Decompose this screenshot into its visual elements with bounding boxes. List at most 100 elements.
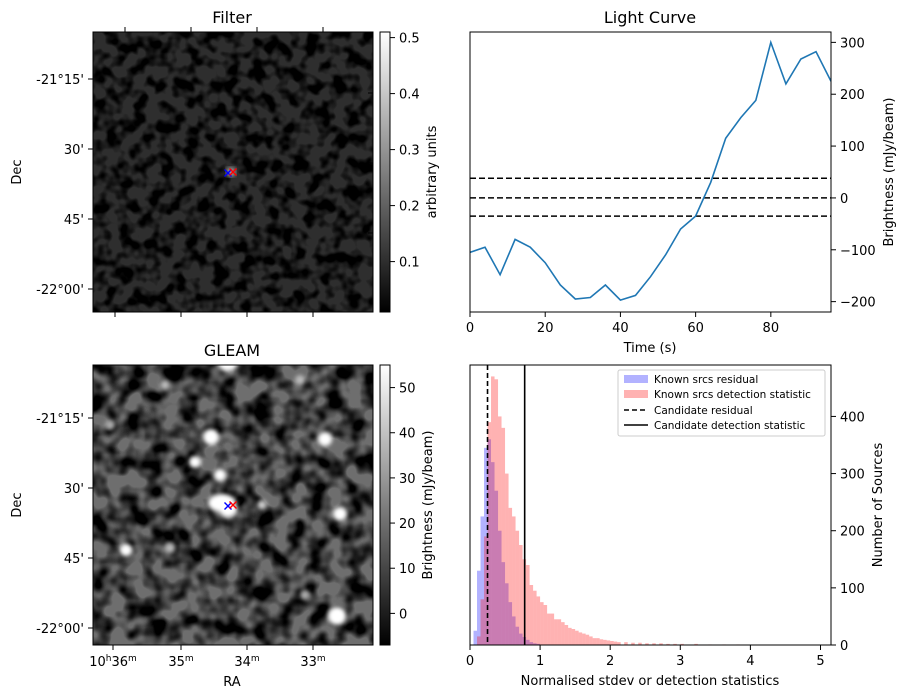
histogram-bar-detection [554,619,558,645]
gleam-panel: GLEAM [10,341,436,690]
histogram-bar-detection [480,599,485,645]
histogram-bar-residual [515,626,520,645]
gleam-ra-tick: 33m [300,654,325,670]
histogram-bar-detection [666,643,670,645]
histogram-bar-detection [599,639,604,645]
histogram-bar-detection [550,613,555,645]
histogram-legend: Known srcs residual Known srcs detection… [617,369,826,437]
histogram-bar-detection [494,379,499,645]
histogram-bar-detection [557,619,562,645]
histogram-bar-detection [617,642,621,645]
legend-label: Candidate residual [654,405,753,417]
histogram-bar-detection [610,641,614,645]
histogram-bar-detection [519,545,523,645]
histogram-bar-detection [498,416,502,645]
filter-ticks [88,27,373,317]
histogram-bar-detection [515,530,520,645]
filter-colorbar-label: arbitrary units [425,125,440,218]
histogram-bar-detection [613,641,618,645]
filter-dec-tick: -22°00' [36,283,84,298]
histogram-bar-residual [529,642,534,645]
histogram-bar-detection [487,422,492,645]
histogram-panel: 0 1 2 3 4 5 0 100 200 300 400 Normalised stdev or… [466,364,886,689]
histogram-bar-detection [529,585,534,645]
gleam-title: GLEAM [204,341,260,360]
histogram-bar-detection [659,643,663,645]
legend-swatch-detection [624,390,648,398]
filter-colorbar: 0.1 0.2 0.3 0.4 0.5 arbitrary units [379,31,440,313]
colorbar-tick-label: 0.2 [399,200,420,215]
histogram-bar-detection [694,643,698,645]
histogram-bar-detection [603,639,607,645]
histogram-bar-detection [508,507,513,645]
colorbar-tick-label: 0.3 [399,144,420,159]
histogram-bar-detection [652,643,656,645]
histogram-bar-detection [645,643,649,645]
histogram-ytick-label: 200 [840,525,865,540]
histogram-bar-detection [680,643,684,645]
filter-dec-tick: 30' [64,143,84,158]
histogram-ytick-label: 0 [840,639,848,654]
histogram-bar-detection [568,627,572,645]
histogram-bar-detection [533,590,537,645]
legend-swatch-residual [624,375,648,383]
histogram-bar-residual [505,583,509,645]
gleam-dec-tick: 30' [64,482,84,497]
gleam-dec-tick: -21°15' [36,412,84,427]
histogram-bar-residual [501,562,506,645]
colorbar-tick-label: 0.4 [399,88,420,103]
histogram-bar-detection [477,636,481,645]
histogram-bar-detection [673,643,677,645]
histogram-bar-residual [494,490,499,645]
light-curve-frame [469,31,832,313]
histogram-frame [469,364,832,646]
light-curve-ytick-label: −200 [840,296,876,311]
light-curve-xtick-label: 60 [687,321,704,336]
histogram-xtick-label: 0 [466,654,474,669]
light-curve-ytick-label: 100 [840,140,865,155]
histogram-bar-detection [512,516,516,645]
light-curve-title: Light Curve [604,8,696,27]
colorbar-tick-label: 40 [399,427,416,442]
filter-frame [92,31,374,313]
histogram-xtick-label: 1 [536,654,544,669]
histogram-bar-detection [575,630,579,645]
filter-markers [224,168,237,177]
filter-dec-tick: -21°15' [36,73,84,88]
histogram-bar-detection [578,632,583,645]
histogram-bar-detection [543,605,548,645]
gleam-xlabel: RA [223,675,241,690]
histogram-bar-detection [526,565,530,645]
histogram-bar-detection [564,625,569,645]
histogram-xtick-label: 5 [816,654,824,669]
histogram-bar-residual [536,643,541,645]
gleam-ra-tick: 10h36m [89,654,137,670]
light-curve-xtick-label: 0 [466,321,474,336]
filter-ylabel: Dec [10,159,25,184]
histogram-bar-residual [491,462,495,645]
light-curve-ytick-label: 300 [840,36,865,51]
legend-label: Known srcs detection statistic [654,389,811,401]
histogram-bar-residual [512,616,516,645]
legend-label: Known srcs residual [654,374,758,386]
histogram-bar-residual [533,643,537,645]
filter-title: Filter [212,8,252,27]
colorbar-tick-label: 0 [399,607,407,622]
gleam-ticks [88,417,314,650]
light-curve-xtick-label: 20 [537,321,554,336]
histogram-ytick-label: 100 [840,582,865,597]
histogram-bar-detection [592,638,597,645]
histogram-bar-detection [484,536,488,645]
light-curve-xlabel: Time (s) [623,341,677,356]
gleam-dec-tick: 45' [64,552,84,567]
filter-colorbar-bar [379,31,391,313]
histogram-bar-detection [491,376,495,645]
histogram-bar-detection [501,427,506,645]
histogram-bar-detection [561,622,565,645]
histogram-bar-detection [536,596,541,645]
gleam-ylabel: Dec [10,492,25,517]
legend-box [617,369,826,437]
colorbar-tick-label: 10 [399,562,416,577]
histogram-bar-detection [631,642,635,645]
